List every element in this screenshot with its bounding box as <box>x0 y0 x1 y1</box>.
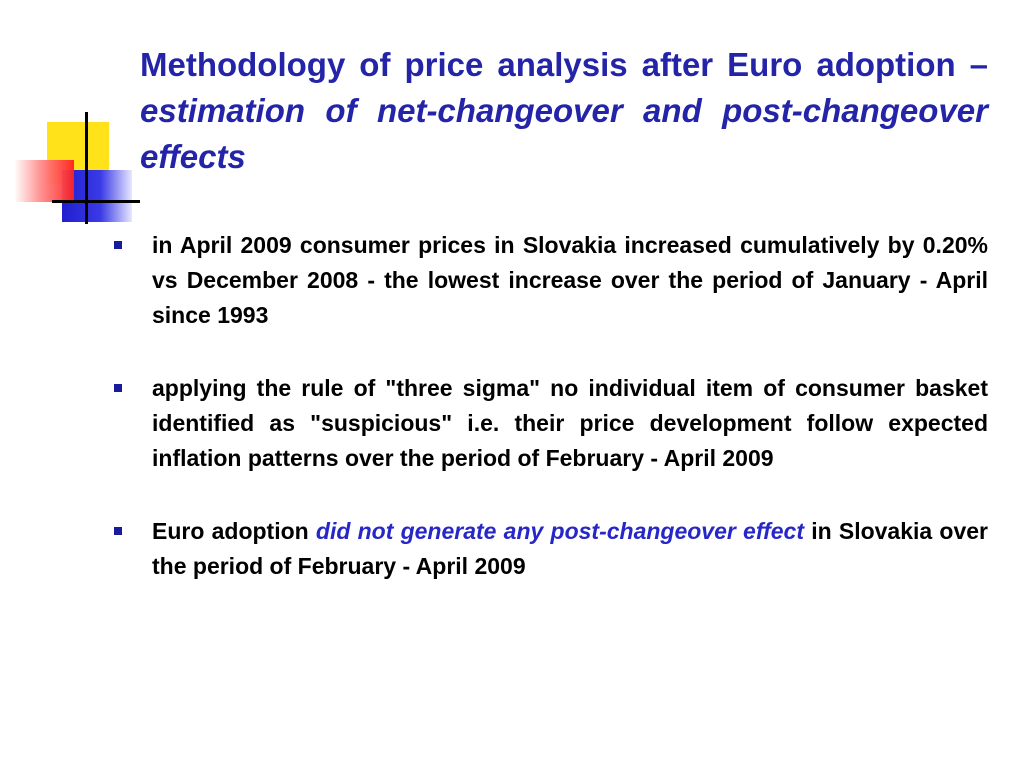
bullet-text-after: in Slovakia over the period of February … <box>152 518 988 579</box>
logo-red-square <box>14 160 74 202</box>
bullet-list: in April 2009 consumer prices in Slovaki… <box>110 228 988 584</box>
square-bullet-icon <box>114 527 122 535</box>
slide-title-main: Methodology of price analysis after Euro… <box>140 46 988 83</box>
slide-title: Methodology of price analysis after Euro… <box>140 42 988 180</box>
slide-title-emphasis: estimation of net-changeover and post-ch… <box>140 92 988 175</box>
bullet-text: applying the rule of "three sigma" no in… <box>152 375 988 471</box>
bullet-item-consumer-prices: in April 2009 consumer prices in Slovaki… <box>110 228 988 333</box>
logo-vertical-line <box>85 112 88 224</box>
bullet-item-euro-adoption: Euro adoption did not generate any post-… <box>110 514 988 584</box>
colored-squares-logo-icon <box>0 0 140 230</box>
square-bullet-icon <box>114 241 122 249</box>
bullet-item-three-sigma: applying the rule of "three sigma" no in… <box>110 371 988 476</box>
logo-horizontal-line <box>52 200 140 203</box>
bullet-text: in April 2009 consumer prices in Slovaki… <box>152 232 988 328</box>
bullet-text-highlight: did not generate any post-changeover eff… <box>315 518 804 544</box>
square-bullet-icon <box>114 384 122 392</box>
bullet-text-before: Euro adoption <box>152 518 316 544</box>
